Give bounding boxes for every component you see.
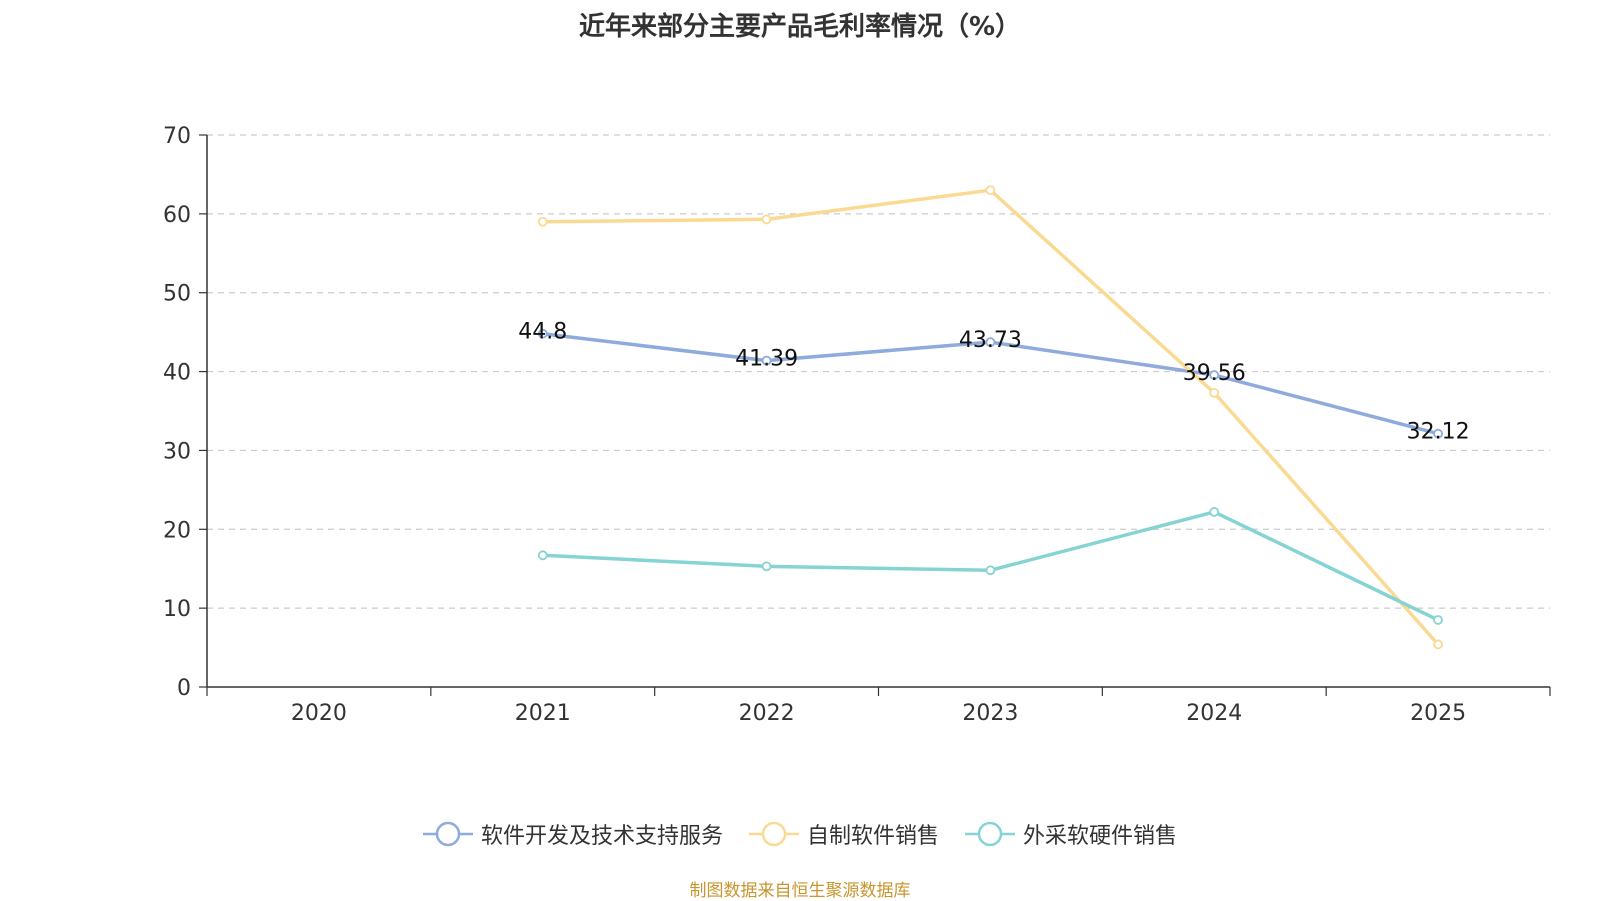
x-tick-label: 2025 <box>1410 701 1466 726</box>
legend-item-0[interactable]: 软件开发及技术支持服务 <box>422 818 723 850</box>
y-tick-label: 10 <box>163 597 191 622</box>
series-line-1 <box>542 188 1440 646</box>
data-point <box>537 550 548 561</box>
chart-title: 近年来部分主要产品毛利率情况（%） <box>578 12 1022 42</box>
legend-item-2[interactable]: 外采软硬件销售 <box>965 818 1177 850</box>
data-point <box>985 565 996 576</box>
y-tick-label: 0 <box>177 676 191 701</box>
data-point <box>985 185 996 196</box>
y-tick-label: 30 <box>163 439 191 464</box>
data-label: 44.8 <box>518 320 567 345</box>
legend: 软件开发及技术支持服务 自制软件销售 外采软硬件销售 <box>0 818 1600 850</box>
x-tick-label: 2023 <box>962 701 1018 726</box>
y-tick-label: 50 <box>163 282 191 307</box>
legend-label: 软件开发及技术支持服务 <box>480 824 723 849</box>
data-label: 41.39 <box>735 347 798 372</box>
gridlines <box>207 134 1550 609</box>
y-tick-label: 60 <box>163 203 191 228</box>
data-point <box>761 214 772 225</box>
data-label: 39.56 <box>1183 361 1246 386</box>
data-point <box>985 337 996 348</box>
data-label: 43.73 <box>959 328 1022 353</box>
data-point <box>761 561 772 572</box>
legend-label: 自制软件销售 <box>806 824 939 849</box>
data-point <box>761 355 772 366</box>
legend-item-1[interactable]: 自制软件销售 <box>748 818 939 850</box>
legend-symbol-icon <box>965 821 1015 847</box>
y-tick-label: 20 <box>163 518 191 543</box>
series <box>537 185 1443 650</box>
data-point <box>1433 639 1443 650</box>
x-tick-label: 2024 <box>1186 701 1242 726</box>
data-labels: 44.8 41.39 43.73 39.56 32.12 <box>518 320 1469 445</box>
data-point <box>537 328 548 339</box>
x-tick-label: 2021 <box>515 701 571 726</box>
data-point <box>1433 428 1443 439</box>
y-tick-label: 70 <box>163 124 191 149</box>
x-tick-label: 2020 <box>291 701 347 726</box>
data-point <box>1209 507 1220 517</box>
axes: 0 10 20 30 40 50 60 70 2020 2021 2022 2023 2024 2025 <box>163 124 1551 726</box>
data-label: 32.12 <box>1407 420 1470 445</box>
data-point <box>1209 387 1220 398</box>
source-note: 制图数据来自恒生聚源数据库 <box>689 881 911 901</box>
data-point <box>1433 615 1443 625</box>
data-point <box>1209 370 1220 380</box>
legend-symbol-icon <box>422 821 473 847</box>
data-point <box>537 216 548 227</box>
x-tick-label: 2022 <box>739 701 795 726</box>
legend-symbol-icon <box>748 821 799 847</box>
legend-label: 外采软硬件销售 <box>1023 824 1178 849</box>
y-tick-label: 40 <box>163 361 191 386</box>
